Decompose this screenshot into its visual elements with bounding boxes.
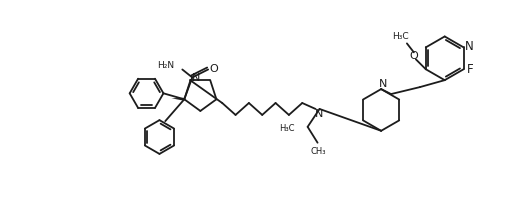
Text: H₃C: H₃C: [279, 124, 295, 133]
Text: O: O: [410, 51, 418, 61]
Text: N: N: [315, 109, 324, 119]
Polygon shape: [171, 98, 185, 101]
Text: F: F: [467, 63, 474, 76]
Text: H₂N: H₂N: [157, 61, 174, 70]
Text: O: O: [210, 64, 219, 75]
Text: N: N: [379, 79, 387, 89]
Text: H₃C: H₃C: [391, 32, 408, 41]
Text: N: N: [465, 40, 474, 53]
Text: N: N: [192, 73, 201, 83]
Text: CH₃: CH₃: [311, 147, 327, 156]
